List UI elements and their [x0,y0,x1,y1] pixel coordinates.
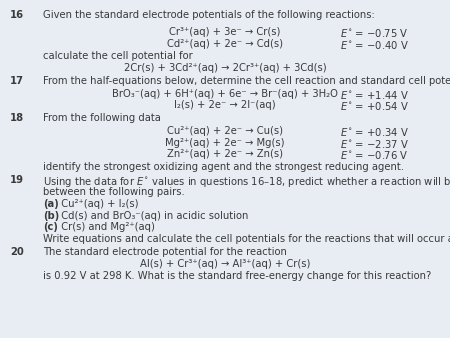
Text: calculate the cell potential for: calculate the cell potential for [43,51,193,61]
Text: $E^{\circ}$ = −2.37 V: $E^{\circ}$ = −2.37 V [340,138,409,150]
Text: between the following pairs.: between the following pairs. [43,187,184,197]
Text: (b): (b) [43,211,59,221]
Text: Mg²⁺(aq) + 2e⁻ → Mg(s): Mg²⁺(aq) + 2e⁻ → Mg(s) [165,138,285,148]
Text: Given the standard electrode potentials of the following reactions:: Given the standard electrode potentials … [43,10,374,20]
Text: Cr(s) and Mg²⁺(aq): Cr(s) and Mg²⁺(aq) [55,222,155,233]
Text: From the half-equations below, determine the cell reaction and standard cell pot: From the half-equations below, determine… [43,76,450,86]
Text: is 0.92 V at 298 K. What is the standard free-energy change for this reaction?: is 0.92 V at 298 K. What is the standard… [43,271,431,281]
Text: 2Cr(s) + 3Cd²⁺(aq) → 2Cr³⁺(aq) + 3Cd(s): 2Cr(s) + 3Cd²⁺(aq) → 2Cr³⁺(aq) + 3Cd(s) [124,63,326,73]
Text: 16: 16 [10,10,24,20]
Text: Cd²⁺(aq) + 2e⁻ → Cd(s): Cd²⁺(aq) + 2e⁻ → Cd(s) [167,39,283,49]
Text: Zn²⁺(aq) + 2e⁻ → Zn(s): Zn²⁺(aq) + 2e⁻ → Zn(s) [167,149,283,160]
Text: Cd(s) and BrO₃⁻(aq) in acidic solution: Cd(s) and BrO₃⁻(aq) in acidic solution [55,211,249,221]
Text: Cu²⁺(aq) + I₂(s): Cu²⁺(aq) + I₂(s) [55,199,139,209]
Text: The standard electrode potential for the reaction: The standard electrode potential for the… [43,247,287,258]
Text: Write equations and calculate the cell potentials for the reactions that will oc: Write equations and calculate the cell p… [43,234,450,244]
Text: Using the data for $E^{\circ}$ values in questions 16–18, predict whether a reac: Using the data for $E^{\circ}$ values in… [43,175,450,189]
Text: $E^{\circ}$ = −0.76 V: $E^{\circ}$ = −0.76 V [340,149,408,162]
Text: (c): (c) [43,222,58,233]
Text: $E^{\circ}$ = −0.75 V: $E^{\circ}$ = −0.75 V [340,27,408,39]
Text: BrO₃⁻(aq) + 6H⁺(aq) + 6e⁻ → Br⁻(aq) + 3H₂O: BrO₃⁻(aq) + 6H⁺(aq) + 6e⁻ → Br⁻(aq) + 3H… [112,89,338,99]
Text: $E^{\circ}$ = +1.44 V: $E^{\circ}$ = +1.44 V [340,89,409,101]
Text: $E^{\circ}$ = −0.40 V: $E^{\circ}$ = −0.40 V [340,39,409,51]
Text: 17: 17 [10,76,24,86]
Text: $E^{\circ}$ = +0.54 V: $E^{\circ}$ = +0.54 V [340,100,409,113]
Text: (a): (a) [43,199,58,209]
Text: Al(s) + Cr³⁺(aq) → Al³⁺(aq) + Cr(s): Al(s) + Cr³⁺(aq) → Al³⁺(aq) + Cr(s) [140,259,310,269]
Text: $E^{\circ}$ = +0.34 V: $E^{\circ}$ = +0.34 V [340,126,409,138]
Text: identify the strongest oxidizing agent and the strongest reducing agent.: identify the strongest oxidizing agent a… [43,162,404,172]
Text: Cu²⁺(aq) + 2e⁻ → Cu(s): Cu²⁺(aq) + 2e⁻ → Cu(s) [167,126,283,136]
Text: I₂(s) + 2e⁻ → 2I⁻(aq): I₂(s) + 2e⁻ → 2I⁻(aq) [174,100,276,111]
Text: 19: 19 [10,175,24,185]
Text: 20: 20 [10,247,24,258]
Text: From the following data: From the following data [43,113,161,123]
Text: Cr³⁺(aq) + 3e⁻ → Cr(s): Cr³⁺(aq) + 3e⁻ → Cr(s) [169,27,281,37]
Text: 18: 18 [10,113,24,123]
